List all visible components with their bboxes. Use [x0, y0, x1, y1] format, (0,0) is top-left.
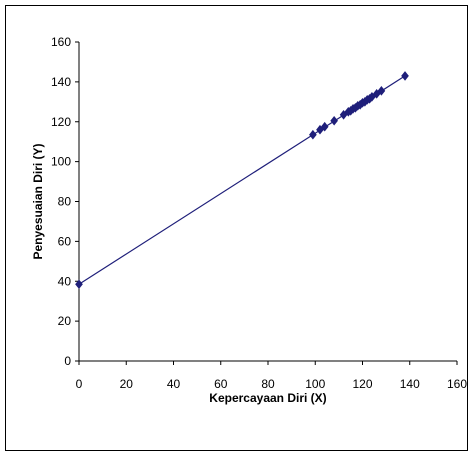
x-tick-label: 0: [76, 377, 83, 391]
x-tick-label: 40: [167, 377, 181, 391]
x-axis-title: Kepercayaan Diri (X): [209, 391, 326, 405]
x-tick-label: 120: [352, 377, 372, 391]
x-axis-ticks: 0 20 40 60 80 100 120 140 160: [76, 361, 467, 391]
y-tick-label: 40: [58, 274, 72, 288]
data-point: [320, 121, 329, 132]
data-point: [401, 71, 409, 81]
data-point: [339, 109, 348, 120]
y-axis-ticks: 0 20 40 60 80 100 120 140 160: [51, 35, 79, 368]
chart-frame: [5, 5, 468, 451]
data-point: [75, 279, 83, 290]
x-tick-label: 60: [214, 377, 228, 391]
y-tick-label: 140: [51, 75, 71, 89]
data-point: [372, 89, 381, 99]
y-tick-label: 80: [58, 195, 72, 209]
data-point: [330, 115, 338, 126]
y-tick-label: 160: [51, 35, 71, 49]
y-tick-label: 20: [58, 314, 72, 328]
data-point: [377, 86, 386, 96]
data-point: [316, 124, 324, 135]
y-tick-label: 60: [58, 234, 72, 248]
data-point: [309, 129, 317, 140]
x-tick-label: 100: [305, 377, 325, 391]
data-points: [75, 71, 409, 290]
y-tick-label: 100: [51, 155, 71, 169]
x-tick-label: 160: [447, 377, 467, 391]
x-tick-label: 20: [120, 377, 134, 391]
x-tick-label: 140: [400, 377, 420, 391]
y-tick-label: 120: [51, 115, 71, 129]
y-tick-label: 0: [64, 354, 71, 368]
x-tick-label: 80: [261, 377, 275, 391]
y-axis-title: Penyesuaian Diri (Y): [31, 143, 45, 259]
data-point: [368, 92, 376, 102]
